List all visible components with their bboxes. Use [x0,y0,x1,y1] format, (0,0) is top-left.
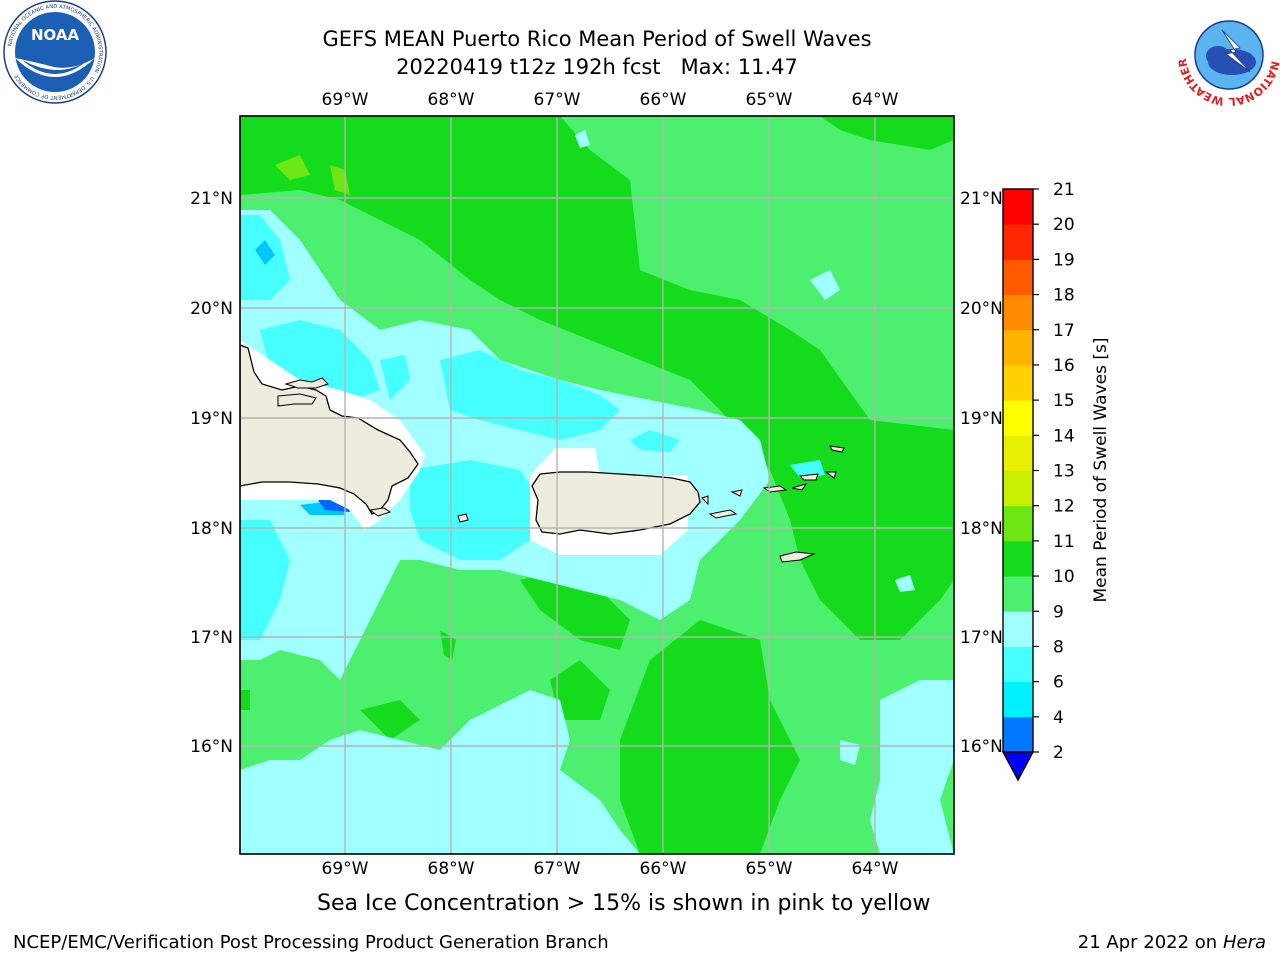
colorbar-tick-label: 16 [1053,356,1075,376]
lon-label-top-66: 66°W [640,90,687,110]
lon-label-top-65: 65°W [746,90,793,110]
colorbar-segment [1003,470,1033,507]
chart-title-line2: 20220419 t12z 192h fcst Max: 11.47 [396,55,798,79]
lat-label-left-21: 21°N [190,189,233,209]
lon-label-bottom-69: 69°W [322,859,369,879]
colorbar-segment [1003,189,1033,225]
lat-label-left-18: 18°N [190,519,233,539]
lon-label-bottom-64: 64°W [852,859,899,879]
colorbar-segment [1003,681,1033,718]
colorbar-segment [1003,329,1033,366]
lon-label-bottom-65: 65°W [746,859,793,879]
footer-left: NCEP/EMC/Verification Post Processing Pr… [13,932,609,953]
lon-label-top-64: 64°W [852,90,899,110]
colorbar-tick-label: 13 [1053,462,1075,482]
map-area [240,116,954,854]
colorbar-segment [1003,364,1033,401]
colorbar-label: Mean Period of Swell Waves [s] [1091,338,1111,603]
colorbar-segment [1003,294,1033,331]
colorbar-segment [1003,224,1033,260]
colorbar-tick-label: 14 [1053,426,1075,446]
lat-label-left-20: 20°N [190,299,233,319]
lon-label-top-69: 69°W [322,90,369,110]
colorbar-tick-label: 11 [1053,532,1075,552]
lat-label-right-16: 16°N [960,737,1003,757]
colorbar-segment [1003,435,1033,471]
colorbar-tick-label: 18 [1053,286,1075,306]
colorbar-tick-label: 8 [1053,637,1064,657]
colorbar-segment [1003,505,1033,542]
lon-label-bottom-68: 68°W [428,859,475,879]
gridlines [240,116,954,854]
lon-label-bottom-66: 66°W [640,859,687,879]
map-frame [239,115,955,855]
colorbar-tick-label: 15 [1053,391,1075,411]
land-puerto-rico [457,471,738,535]
swell-band-8-9 [240,130,954,854]
lat-labels-right: 21°N 20°N 19°N 18°N 17°N 16°N [960,189,1003,757]
lon-label-top-67: 67°W [534,90,581,110]
colorbar-tick-label: 6 [1053,673,1064,693]
colorbar-segment [1003,576,1033,612]
lat-labels-left: 21°N 20°N 19°N 18°N 17°N 16°N [190,189,233,757]
lat-label-left-19: 19°N [190,409,233,429]
colorbar: 2 4 6 8 9 10 11 12 13 14 15 16 17 18 19 20 21 [1001,180,1075,782]
colorbar-segment [1003,400,1033,436]
lon-labels-top: 69°W 68°W 67°W 66°W 65°W 64°W [322,90,899,110]
colorbar-tick-label: 17 [1053,321,1075,341]
footer-right-host: Hera [1222,932,1266,953]
lat-label-left-17: 17°N [190,628,233,648]
noaa-logo: NOAA NATIONAL OCEANIC AND ATMOSPHERIC AD… [3,0,107,104]
colorbar-tick-label: 4 [1053,708,1064,728]
colorbar-tick-label: 20 [1053,215,1075,235]
lon-label-top-68: 68°W [428,90,475,110]
lat-label-right-18: 18°N [960,519,1003,539]
lon-label-bottom-67: 67°W [534,859,581,879]
colorbar-segment [1003,540,1033,577]
lat-label-right-21: 21°N [960,189,1003,209]
colorbar-segment [1003,646,1033,683]
footer-right-date: 21 Apr 2022 on [1077,932,1223,953]
colorbar-extend-triangle [1001,751,1035,782]
lat-label-right-19: 19°N [960,409,1003,429]
land-hispaniola [240,344,419,517]
colorbar-segment [1003,259,1033,296]
sea-ice-note: Sea Ice Concentration > 15% is shown in … [317,891,931,916]
lon-labels-bottom: 69°W 68°W 67°W 66°W 65°W 64°W [322,859,899,879]
colorbar-tick-label: 10 [1053,567,1075,587]
lat-label-right-17: 17°N [960,628,1003,648]
colorbar-tick-label: 19 [1053,250,1075,270]
colorbar-segment [1003,716,1033,753]
chart-title-line1: GEFS MEAN Puerto Rico Mean Period of Swe… [322,27,872,51]
colorbar-tick-label: 21 [1053,180,1075,200]
footer-right: 21 Apr 2022 on Hera [1078,932,1266,953]
lat-label-left-16: 16°N [190,737,233,757]
colorbar-tick-label: 12 [1053,497,1075,517]
colorbar-segment [1003,611,1033,647]
noaa-logo-text: NOAA [31,26,80,44]
land-virgin-islands [730,445,845,563]
colorbar-tick-label: 2 [1053,743,1064,763]
colorbar-tick-label: 9 [1053,602,1064,622]
lat-label-right-20: 20°N [960,299,1003,319]
